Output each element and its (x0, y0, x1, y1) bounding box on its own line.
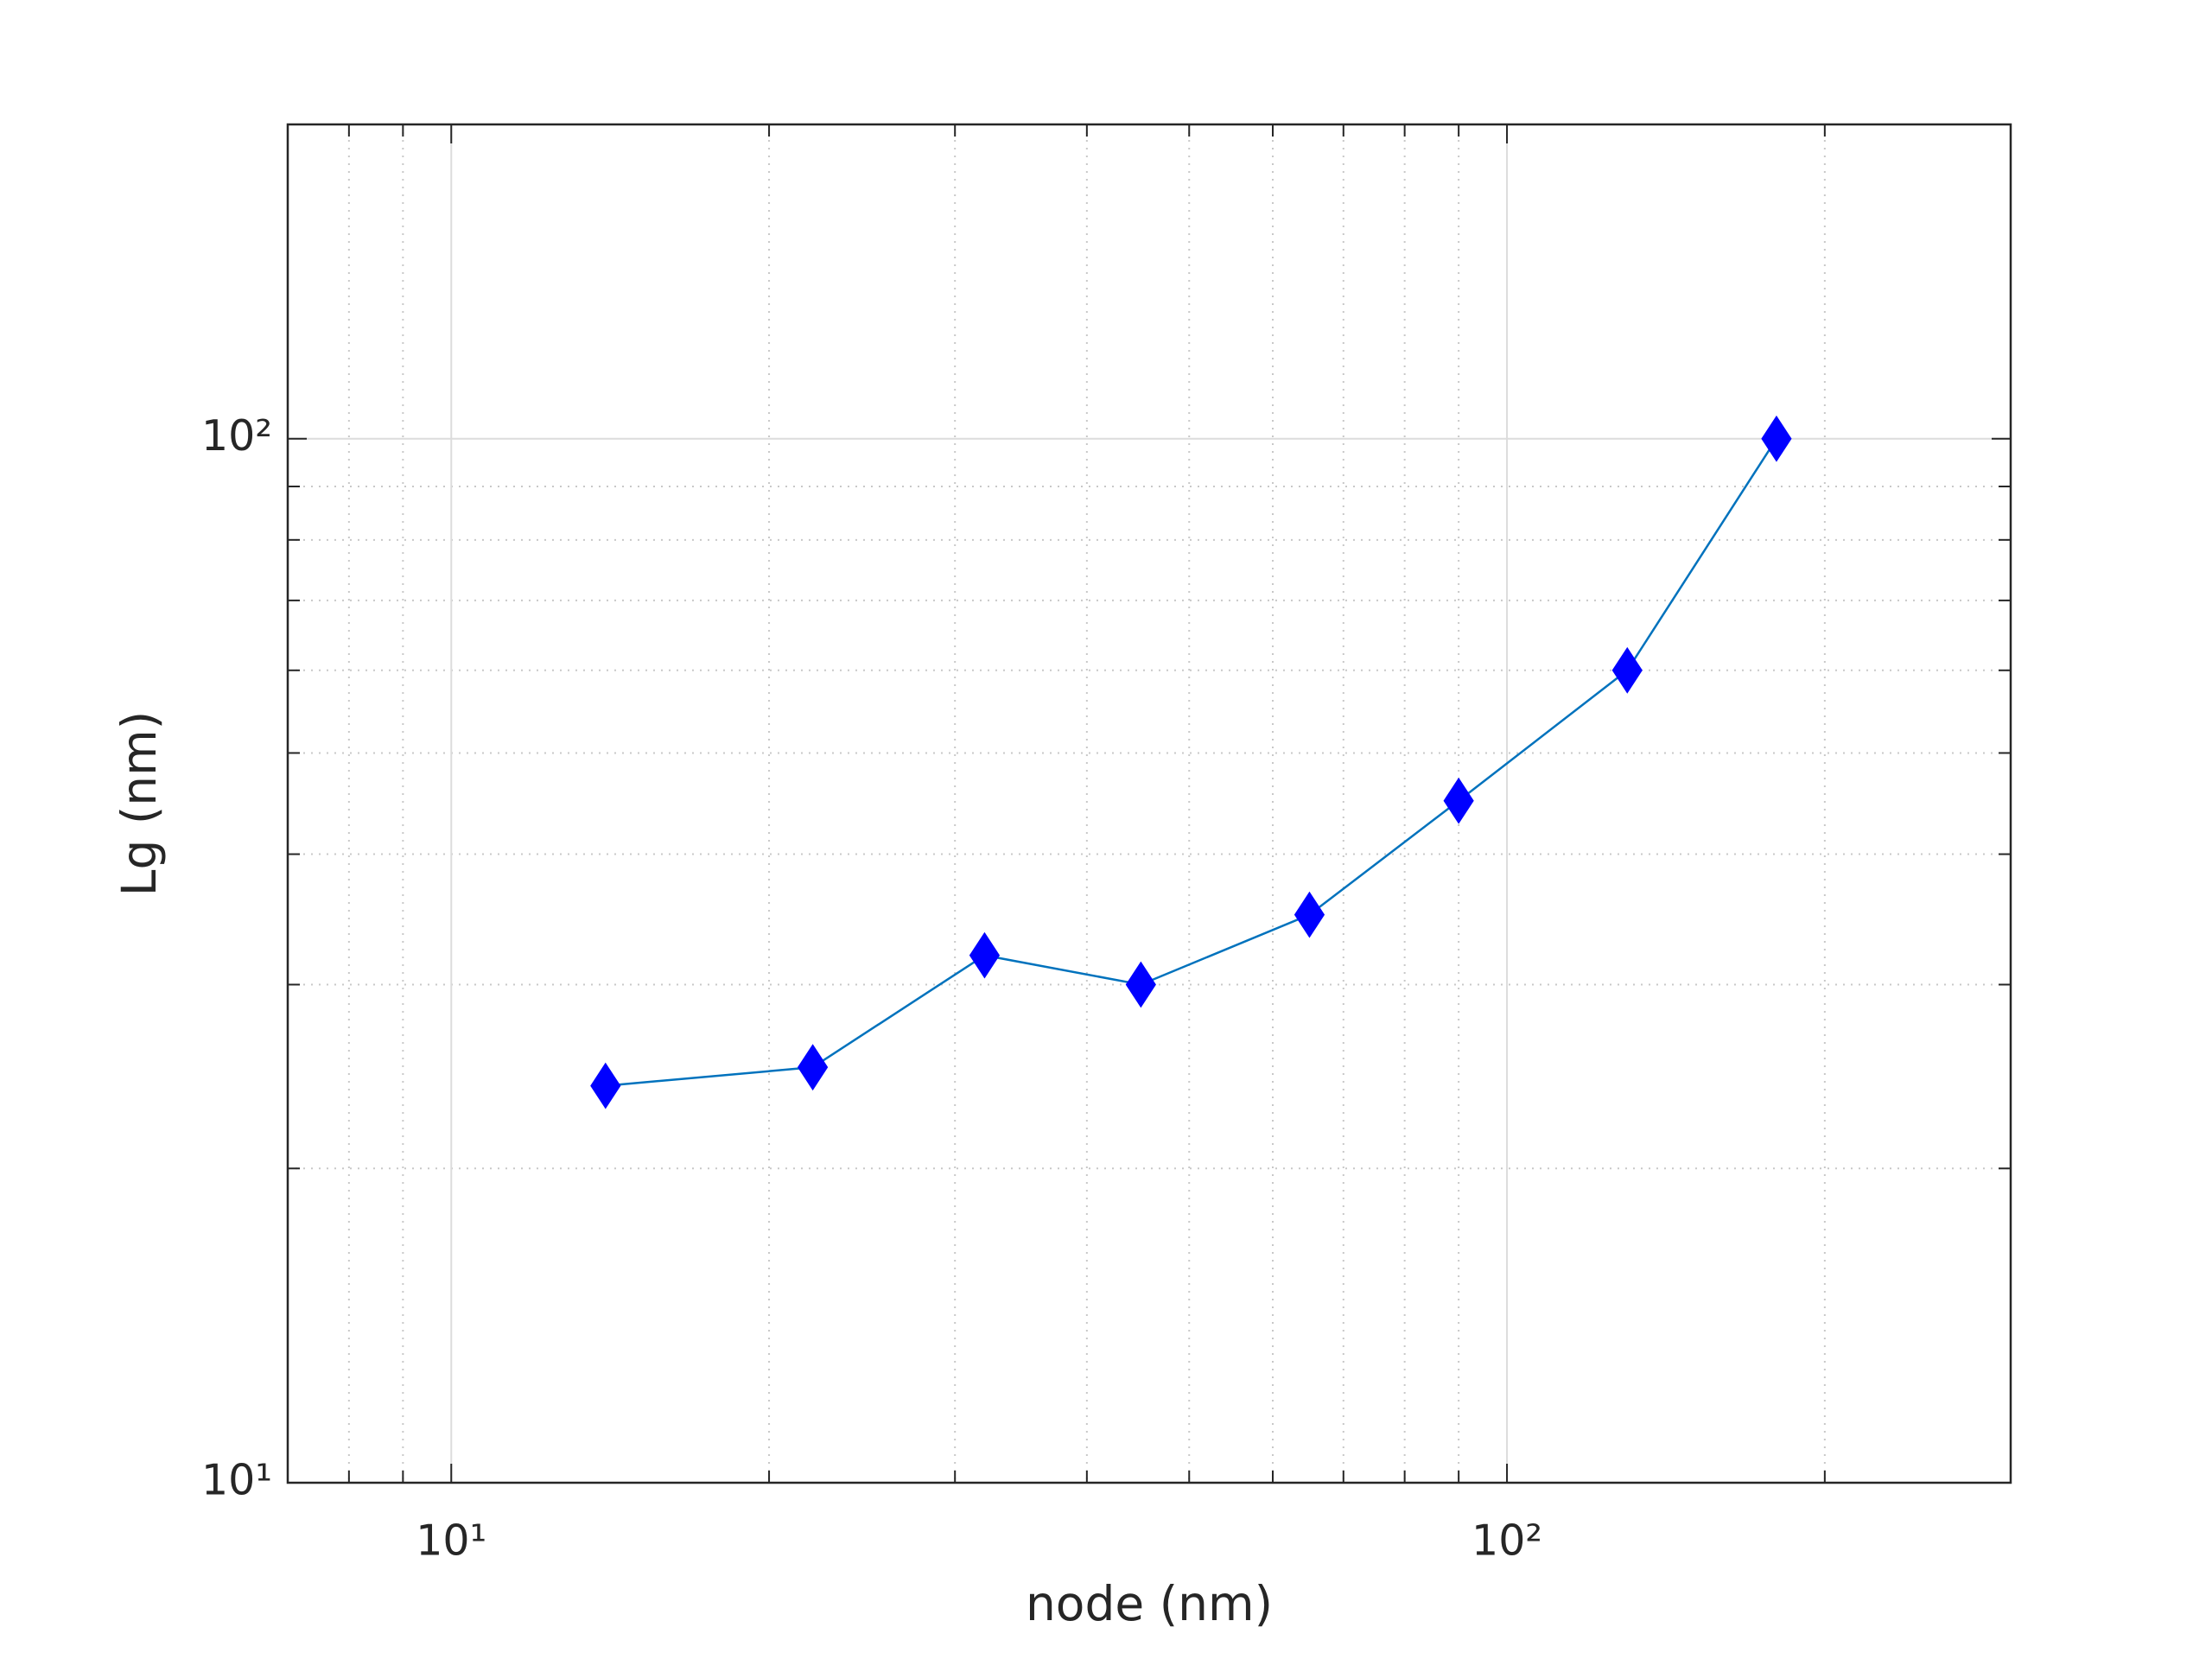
x-tick-label: 10¹ (416, 1516, 486, 1566)
y-tick-label: 10² (201, 411, 272, 461)
marker (1294, 891, 1325, 938)
plot-frame (286, 123, 2012, 1484)
x-tick-label: 10² (1471, 1516, 1542, 1566)
y-tick-label: 10¹ (201, 1456, 272, 1505)
marker (969, 931, 1001, 979)
marker (1443, 777, 1474, 824)
marker (590, 1062, 621, 1109)
marker (1125, 961, 1156, 1008)
marker (798, 1044, 829, 1091)
marker (1611, 646, 1643, 694)
x-axis-label: node (nm) (1026, 1576, 1273, 1631)
marker (1761, 415, 1792, 462)
line (605, 438, 1778, 1087)
y-axis-label: Lg (nm) (111, 711, 167, 896)
